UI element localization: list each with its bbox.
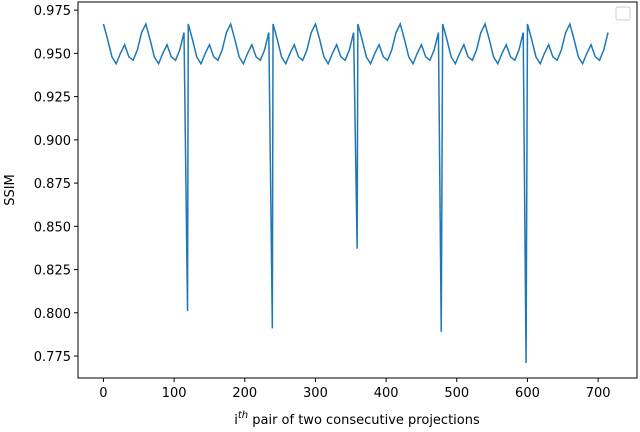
x-label-base: i: [234, 413, 238, 428]
x-label-rest: pair of two consecutive projections: [248, 413, 480, 428]
y-tick-label: 0.925: [34, 91, 71, 106]
y-tick-label: 0.950: [34, 47, 71, 62]
legend-box: [615, 6, 631, 21]
y-tick-label: 0.900: [34, 134, 71, 149]
y-tick-label: 0.975: [34, 4, 71, 19]
x-label-sup: th: [238, 410, 248, 421]
x-tick-label: 200: [232, 386, 257, 401]
y-tick-label: 0.800: [34, 307, 71, 322]
data-line: [102, 21, 609, 363]
y-tick-label: 0.825: [34, 264, 71, 279]
x-tick-label: 0: [99, 386, 107, 401]
plot-frame: [77, 1, 638, 379]
x-tick-label: 300: [303, 386, 328, 401]
y-axis-label: SSIM: [3, 174, 18, 206]
x-tick-label: 100: [162, 386, 187, 401]
x-tick-label: 500: [444, 386, 469, 401]
y-tick-label: 0.875: [34, 177, 71, 192]
x-tick-label: 700: [586, 386, 611, 401]
x-axis-label: ith pair of two consecutive projections: [234, 410, 480, 428]
x-tick-label: 600: [515, 386, 540, 401]
x-tick-label: 400: [374, 386, 399, 401]
y-tick-label: 0.775: [34, 350, 71, 365]
y-tick-label: 0.850: [34, 220, 71, 235]
